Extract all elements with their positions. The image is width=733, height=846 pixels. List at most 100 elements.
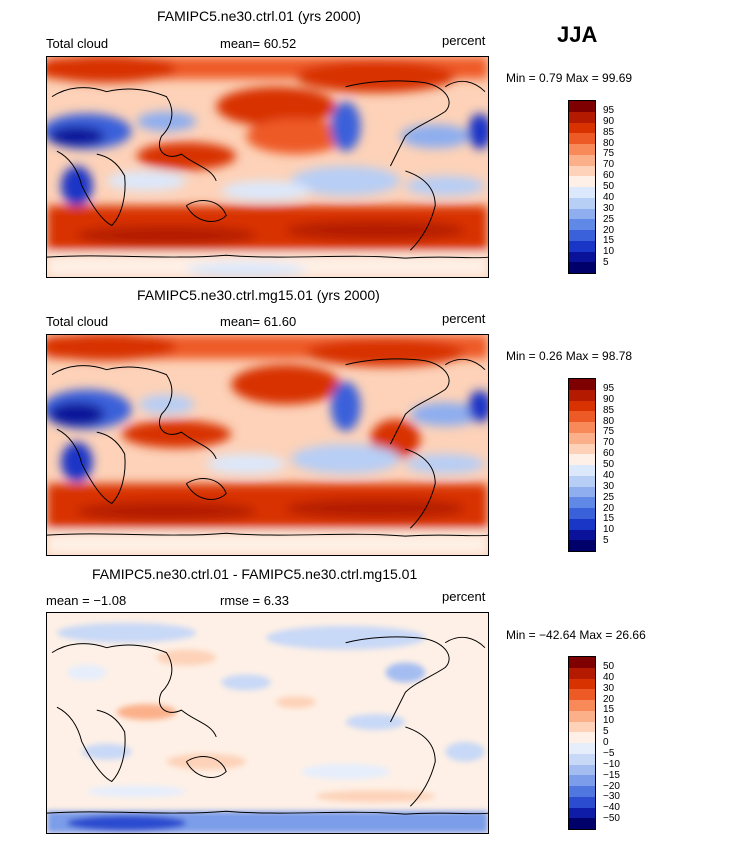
colorbar-segment [569, 251, 595, 263]
colorbar-segment [569, 133, 595, 144]
difference-map-field [47, 613, 488, 833]
colorbar-tick-label: 40 [603, 671, 615, 683]
colorbar-segment [569, 786, 595, 797]
colorbar-tick-label: 30 [603, 480, 615, 492]
colorbar [568, 378, 596, 552]
coastlines [47, 358, 488, 537]
colorbar-tick-label: 25 [603, 213, 615, 225]
variable-label: Total cloud [46, 36, 109, 51]
colorbar-segment [569, 154, 595, 166]
colorbar-tick-label: 70 [603, 159, 615, 171]
colorbar-segment [569, 486, 595, 498]
colorbar-tick-label: 50 [603, 181, 615, 192]
colorbar-tick-label: 5 [603, 257, 609, 269]
colorbar-tick-label: 95 [603, 104, 615, 116]
colorbar-tick-label: 15 [603, 235, 615, 247]
coastlines [47, 636, 488, 815]
colorbar-tick-label: 0 [603, 737, 609, 748]
units-label: percent [442, 589, 486, 604]
panel-title: FAMIPC5.ne30.ctrl.01 (yrs 2000) [157, 8, 361, 24]
colorbar-tick-label: 40 [603, 191, 615, 203]
colorbar-segment [569, 379, 595, 390]
colorbar-segment [569, 689, 595, 700]
colorbar-segment [569, 667, 595, 679]
colorbar [568, 656, 596, 830]
colorbar-tick-label: 20 [603, 693, 615, 705]
colorbar-segment [569, 497, 595, 508]
colorbar-segment [569, 796, 595, 808]
colorbar-tick-label: 20 [603, 224, 615, 236]
cloud-map-mg15 [46, 334, 489, 556]
colorbar-tick-label: 50 [603, 660, 615, 672]
colorbar-segment [569, 187, 595, 198]
min-max-label: Min = −42.64 Max = 26.66 [506, 628, 646, 642]
colorbar-tick-label: −15 [603, 769, 620, 781]
colorbar-segment [569, 710, 595, 722]
colorbar-tick-label: 95 [603, 382, 615, 394]
variable-label: Total cloud [46, 314, 109, 329]
colorbar-segment [569, 219, 595, 230]
colorbar-segment [569, 208, 595, 220]
colorbar-segment [569, 764, 595, 776]
colorbar-segment [569, 807, 595, 819]
colorbar-segment [569, 122, 595, 134]
colorbar-tick-label: 30 [603, 682, 615, 694]
colorbar-tick-label: 85 [603, 126, 615, 138]
colorbar-tick-label: 75 [603, 426, 615, 438]
colorbar-tick-label: 70 [603, 437, 615, 449]
colorbar-tick-label: 25 [603, 491, 615, 503]
colorbar-tick-label: 60 [603, 448, 615, 460]
cloud-map-mg15-field [47, 335, 488, 555]
colorbar-segment [569, 721, 595, 733]
colorbar-tick-label: 5 [603, 535, 609, 547]
colorbar-tick-label: 15 [603, 704, 615, 716]
colorbar-tick-label: 30 [603, 202, 615, 214]
colorbar-segment [569, 657, 595, 668]
colorbar-segment [569, 678, 595, 690]
colorbar-tick-label: −40 [603, 802, 620, 814]
colorbar-tick-label: 90 [603, 115, 615, 127]
colorbar-tick-label: 75 [603, 148, 615, 160]
colorbar-segment [569, 262, 595, 273]
colorbar-tick-label: −50 [603, 813, 620, 825]
min-max-label: Min = 0.26 Max = 98.78 [506, 349, 633, 363]
colorbar-tick-label: −20 [603, 780, 620, 792]
colorbar [568, 100, 596, 274]
panel-title: FAMIPC5.ne30.ctrl.mg15.01 (yrs 2000) [137, 287, 380, 303]
units-label: percent [442, 33, 486, 48]
colorbar-tick-label: 10 [603, 715, 615, 727]
colorbar-tick-label: 50 [603, 459, 615, 470]
colorbar-tick-label: 80 [603, 415, 615, 427]
colorbar-segment [569, 111, 595, 123]
colorbar-segment [569, 540, 595, 551]
colorbar-segment [569, 454, 595, 465]
colorbar-segment [569, 518, 595, 530]
season-label: JJA [557, 22, 598, 47]
colorbar-segment [569, 144, 595, 155]
colorbar-segment [569, 529, 595, 541]
colorbar-tick-label: −10 [603, 758, 620, 770]
panel-title: FAMIPC5.ne30.ctrl.01 - FAMIPC5.ne30.ctrl… [92, 566, 418, 582]
colorbar-tick-label: 10 [603, 524, 615, 536]
colorbar-tick-label: −30 [603, 791, 620, 803]
colorbar-tick-label: −5 [603, 747, 615, 759]
colorbar-tick-label: 15 [603, 513, 615, 525]
colorbar-segment [569, 432, 595, 444]
min-max-label: Min = 0.79 Max = 99.69 [506, 71, 633, 85]
mean-label: mean= 60.52 [220, 36, 297, 51]
colorbar-segment [569, 411, 595, 422]
colorbar-segment [569, 422, 595, 433]
colorbar-segment [569, 775, 595, 786]
colorbar-tick-label: 60 [603, 170, 615, 182]
colorbar-segment [569, 465, 595, 476]
cloud-map-ctrl-field [47, 57, 488, 277]
colorbar-segment [569, 700, 595, 711]
rmse-label: rmse = 6.33 [220, 593, 290, 608]
difference-map [46, 612, 489, 834]
colorbar-tick-label: 40 [603, 469, 615, 481]
colorbar-tick-label: 85 [603, 404, 615, 416]
colorbar-tick-label: 20 [603, 502, 615, 514]
coastlines [47, 80, 488, 259]
colorbar-segment [569, 818, 595, 829]
colorbar-segment [569, 732, 595, 743]
